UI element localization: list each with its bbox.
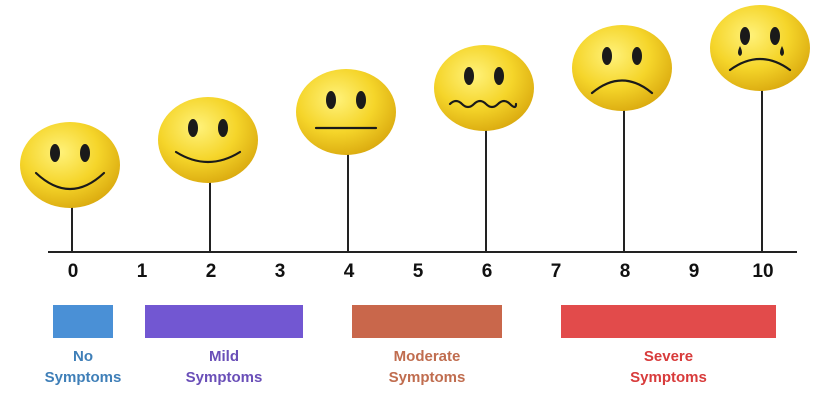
eye bbox=[218, 119, 228, 137]
legend-label: Moderate bbox=[394, 348, 461, 365]
mouth bbox=[34, 171, 106, 191]
face-ball bbox=[158, 97, 258, 183]
eye bbox=[464, 67, 474, 85]
scale-number: 7 bbox=[551, 261, 562, 282]
scale-number: 1 bbox=[137, 261, 148, 282]
scale-number: 8 bbox=[620, 261, 631, 282]
face bbox=[20, 122, 120, 208]
legend-swatch bbox=[561, 305, 776, 338]
eye bbox=[326, 91, 336, 109]
scale-number: 10 bbox=[752, 261, 773, 282]
legend-swatch bbox=[352, 305, 502, 338]
face bbox=[158, 97, 258, 183]
mouth bbox=[448, 99, 518, 109]
eye bbox=[632, 47, 642, 65]
face-ball bbox=[20, 122, 120, 208]
legend-label: Symptoms bbox=[630, 369, 707, 386]
legend-label: Symptoms bbox=[45, 369, 122, 386]
face-ball bbox=[434, 45, 534, 131]
legend-label: No bbox=[73, 348, 93, 365]
legend-label: Mild bbox=[209, 348, 239, 365]
eye bbox=[494, 67, 504, 85]
eye bbox=[80, 144, 90, 162]
eye bbox=[770, 27, 780, 45]
legend-label: Symptoms bbox=[186, 369, 263, 386]
tear bbox=[738, 46, 742, 56]
legend-swatch bbox=[145, 305, 303, 338]
eye bbox=[188, 119, 198, 137]
mouth bbox=[590, 79, 654, 95]
scale-number: 4 bbox=[344, 261, 355, 282]
scale-number: 6 bbox=[482, 261, 493, 282]
scale-number: 9 bbox=[689, 261, 700, 282]
face bbox=[434, 45, 534, 131]
eye bbox=[602, 47, 612, 65]
scale-number: 2 bbox=[206, 261, 217, 282]
face bbox=[710, 5, 810, 91]
scale-number: 5 bbox=[413, 261, 424, 282]
tear bbox=[780, 46, 784, 56]
face-ball bbox=[296, 69, 396, 155]
legend-swatch bbox=[53, 305, 113, 338]
face-ball bbox=[572, 25, 672, 111]
legend-label: Symptoms bbox=[389, 369, 466, 386]
face bbox=[572, 25, 672, 111]
mouth bbox=[728, 58, 792, 72]
eye bbox=[740, 27, 750, 45]
scale-number: 0 bbox=[68, 261, 79, 282]
mouth bbox=[174, 150, 242, 163]
legend-label: Severe bbox=[644, 348, 693, 365]
face-ball bbox=[710, 5, 810, 91]
eye bbox=[50, 144, 60, 162]
face bbox=[296, 69, 396, 155]
scale-number: 3 bbox=[275, 261, 286, 282]
eye bbox=[356, 91, 366, 109]
